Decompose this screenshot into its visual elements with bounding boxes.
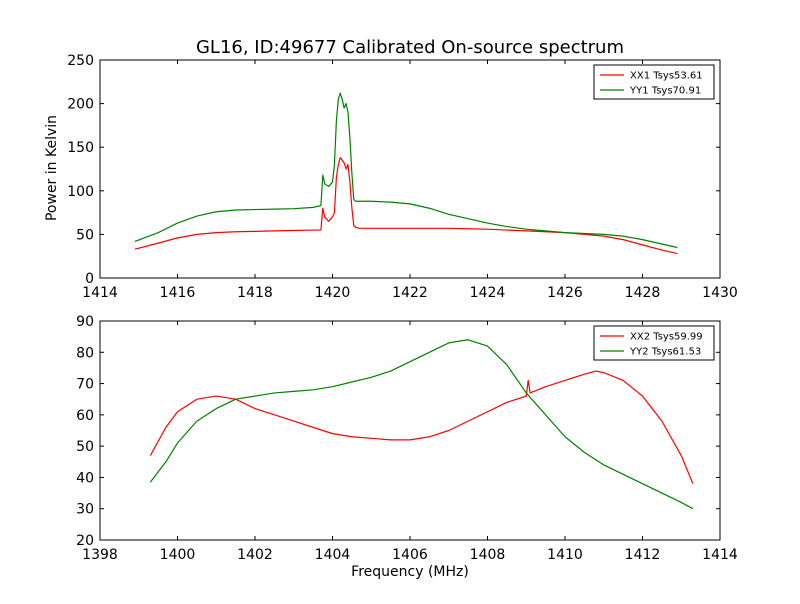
top-panel: 1414 1416 1418 1420 1422 1424 1426 1428 1430 0 50 1… (67, 53, 738, 301)
bottom-ytick-label: 20 (76, 533, 94, 549)
bottom-ytick-label: 60 (76, 408, 94, 424)
bottom-ytick-label: 30 (76, 502, 94, 518)
top-series-line-1 (134, 157, 678, 255)
top-series-line-2 (134, 92, 678, 249)
bottom-xlabel: Frequency (MHz) (351, 564, 469, 580)
bottom-legend-box (593, 325, 715, 361)
top-legend-box (593, 64, 715, 100)
bottom-ytick-label: 90 (76, 314, 94, 330)
top-ylabel: Power in Kelvin (44, 115, 60, 221)
top-xtick-label: 1414 (82, 285, 118, 301)
bottom-xtick-label: 1412 (625, 547, 661, 563)
top-ytick-label: 50 (76, 227, 94, 243)
top-legend-label-2: YY1 Tsys70.91 (629, 86, 701, 97)
bottom-legend-label-1: XX2 Tsys59.99 (630, 332, 703, 343)
bottom-xtick-label: 1414 (702, 547, 738, 563)
chart-title: GL16, ID:49677 Calibrated On-source spec… (196, 37, 624, 58)
top-xtick-label: 1426 (547, 285, 583, 301)
top-ytick-label: 0 (85, 271, 94, 287)
bottom-legend-label-2: YY2 Tsys61.53 (629, 347, 701, 358)
bottom-xtick-label: 1402 (237, 547, 273, 563)
top-xtick-label: 1418 (237, 285, 273, 301)
bottom-series-line-2 (149, 339, 694, 510)
bottom-xtick-label: 1398 (82, 547, 118, 563)
top-xtick-label: 1416 (160, 285, 196, 301)
bottom-xtick-label: 1404 (315, 547, 351, 563)
bottom-xtick-label: 1408 (470, 547, 506, 563)
bottom-ytick-label: 50 (76, 439, 94, 455)
top-ytick-label: 150 (67, 140, 94, 156)
top-legend-label-1: XX1 Tsys53.61 (630, 71, 703, 82)
bottom-ytick-label: 70 (76, 377, 94, 393)
bottom-legend: XX2 Tsys59.99 YY2 Tsys61.53 (593, 325, 715, 361)
top-ytick-label: 100 (67, 184, 94, 200)
top-xtick-label: 1424 (470, 285, 506, 301)
top-ytick-label: 250 (67, 53, 94, 69)
top-xtick-label: 1428 (625, 285, 661, 301)
bottom-xtick-label: 1406 (392, 547, 428, 563)
bottom-xtick-label: 1410 (547, 547, 583, 563)
bottom-series-line-1 (149, 370, 694, 484)
bottom-ytick-label: 80 (76, 345, 94, 361)
bottom-panel: 1398 1400 1402 1404 1406 1408 1410 1412 1414 20 30… (76, 314, 738, 563)
bottom-xtick-label: 1400 (160, 547, 196, 563)
top-xtick-label: 1430 (702, 285, 738, 301)
top-legend: XX1 Tsys53.61 YY1 Tsys70.91 (593, 64, 715, 100)
bottom-ytick-label: 40 (76, 470, 94, 486)
top-xtick-label: 1420 (315, 285, 351, 301)
top-ytick-label: 200 (67, 97, 94, 113)
top-xtick-label: 1422 (392, 285, 428, 301)
